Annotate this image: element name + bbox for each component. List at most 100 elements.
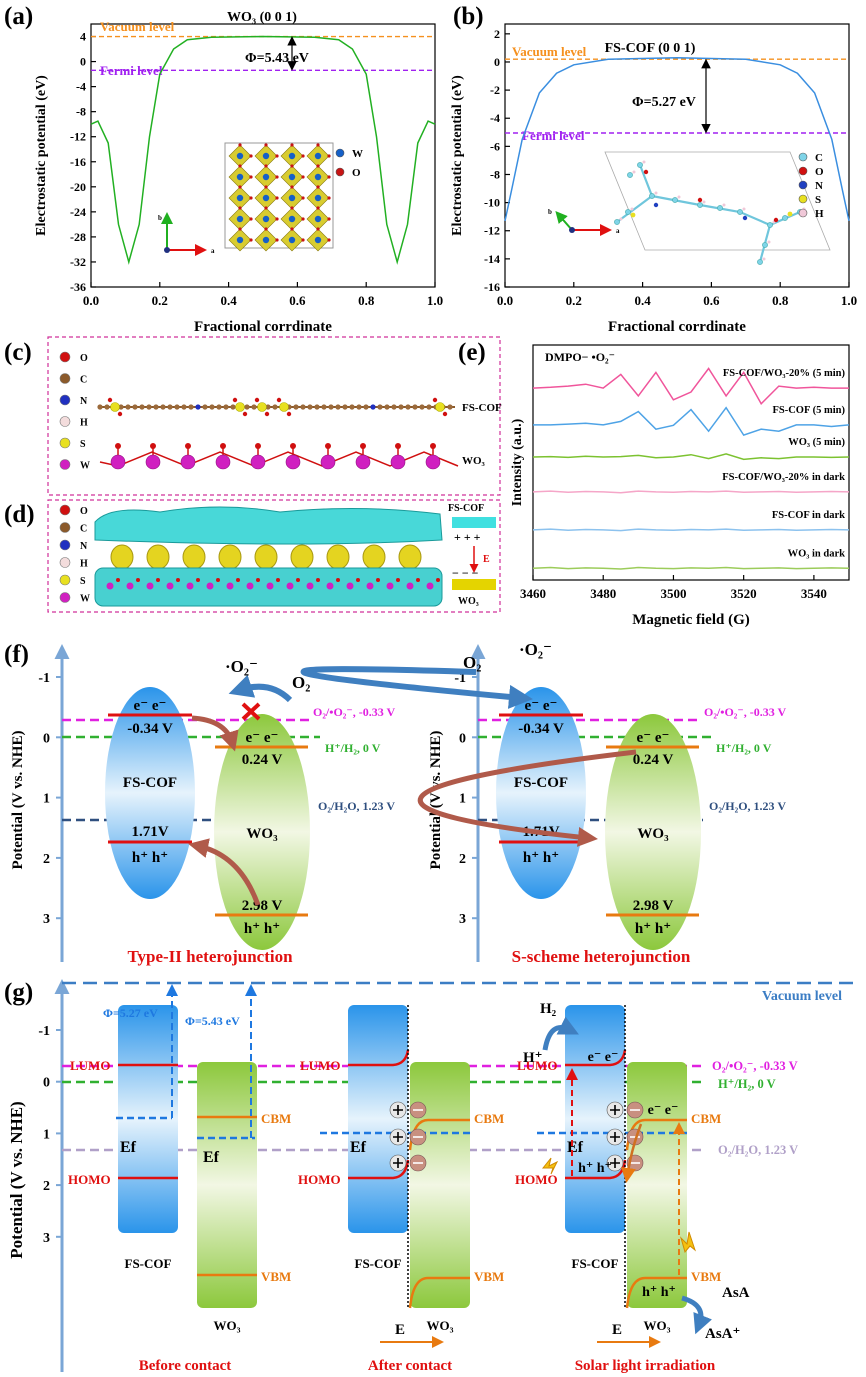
atom <box>232 397 238 403</box>
atom <box>419 404 425 410</box>
band-label: h⁺ h⁺ <box>244 921 280 937</box>
atom <box>702 200 706 204</box>
axis-name: a <box>616 227 620 235</box>
charge-density <box>326 544 350 570</box>
legend-marker <box>59 459 71 470</box>
legend-marker <box>59 539 71 551</box>
atom <box>286 582 294 590</box>
band-label: FS-COF <box>514 775 568 791</box>
w-atom <box>236 236 244 244</box>
caption: Solar light irradiation <box>575 1358 716 1374</box>
atom <box>97 404 103 410</box>
o-atom <box>249 238 253 242</box>
atom <box>767 222 773 228</box>
atom <box>773 217 779 223</box>
band-label: e⁻ e⁻ <box>525 698 558 714</box>
atom <box>356 404 362 410</box>
atom <box>376 578 380 582</box>
atom <box>406 582 414 590</box>
atom <box>391 404 397 410</box>
w-atom <box>314 215 322 223</box>
atom <box>436 578 440 582</box>
species: O₂ <box>463 653 481 672</box>
x-axis-label: Magnetic field (G) <box>632 612 749 628</box>
atom <box>145 454 161 470</box>
atom <box>209 404 215 410</box>
charge-density <box>182 544 206 570</box>
band-label: h⁺ h⁺ <box>523 850 559 866</box>
o-atom <box>249 196 253 200</box>
lumo-label: LUMO <box>517 1058 557 1073</box>
o-atom <box>238 164 242 168</box>
y-tick-label: 2 <box>494 27 500 41</box>
atom <box>435 402 445 412</box>
atom <box>416 578 420 582</box>
band-label: 2.98 V <box>242 898 283 914</box>
legend-marker <box>59 373 71 384</box>
vbm-label: VBM <box>474 1269 504 1284</box>
o-atom <box>301 196 305 200</box>
legend-label: W <box>352 148 363 160</box>
w-atom <box>262 194 270 202</box>
atom <box>649 193 655 199</box>
material-label: FS-COF <box>572 1256 619 1271</box>
legend-label: S <box>815 194 821 206</box>
fs-cof-band <box>496 687 586 899</box>
band-label: 0.24 V <box>633 752 674 768</box>
axis-name: a <box>211 247 215 255</box>
band-label: FS-COF <box>123 775 177 791</box>
legend-label: N <box>80 541 88 552</box>
atom <box>672 197 678 203</box>
legend-label: H <box>80 418 88 429</box>
species: H₂ <box>540 1001 557 1017</box>
redox-label: O₂/•O₂⁻, -0.33 V <box>313 705 396 719</box>
legend-marker <box>59 522 71 533</box>
x-tick-label: 0.0 <box>83 293 99 308</box>
panel-label: (g) <box>4 979 33 1006</box>
w-atom <box>236 194 244 202</box>
atom <box>630 207 634 211</box>
atom <box>426 404 432 410</box>
atom <box>625 209 631 215</box>
axis-name: b <box>548 208 552 216</box>
atom <box>188 404 194 410</box>
w-atom <box>314 236 322 244</box>
o-atom <box>327 175 331 179</box>
light-icon <box>541 1157 559 1175</box>
atom <box>677 195 681 199</box>
y-tick-label: -16 <box>70 155 86 169</box>
tick-label: -1 <box>38 1024 50 1039</box>
series-label: WO₃ (5 min) <box>788 437 845 448</box>
o-atom <box>301 175 305 179</box>
y-tick-label: -8 <box>76 105 86 119</box>
o-atom <box>301 238 305 242</box>
plot-frame <box>90 23 436 288</box>
y-tick-label: -24 <box>70 205 86 219</box>
w-atom <box>314 173 322 181</box>
band-label: 2.98 V <box>633 898 674 914</box>
layer-label: FS-COF <box>448 503 484 514</box>
series-label: FS-COF/WO₃-20% in dark <box>722 472 845 483</box>
fermi-label: Ef <box>203 1149 220 1166</box>
cof-block <box>452 517 496 528</box>
y-axis-label: Intensity (a.u.) <box>510 418 525 506</box>
atom <box>316 578 320 582</box>
species: AsA <box>722 1285 750 1301</box>
o-atom <box>238 185 242 189</box>
o-atom <box>264 227 268 231</box>
x-tick-label: 3460 <box>520 586 546 601</box>
x-axis-label: Fractional corrdinate <box>608 319 746 335</box>
y-tick-label: -36 <box>70 280 86 294</box>
reference-label: Vacuum level <box>100 19 175 34</box>
atom <box>176 578 180 582</box>
charge-density <box>146 544 170 570</box>
legend-label: O <box>352 167 361 179</box>
atom <box>257 402 267 412</box>
lumo-line <box>565 1049 627 1067</box>
axis-b <box>555 210 573 231</box>
o-atom <box>238 143 242 147</box>
panel-label: (f) <box>4 641 29 668</box>
data-line <box>504 57 850 222</box>
cbm-label: CBM <box>261 1111 291 1126</box>
